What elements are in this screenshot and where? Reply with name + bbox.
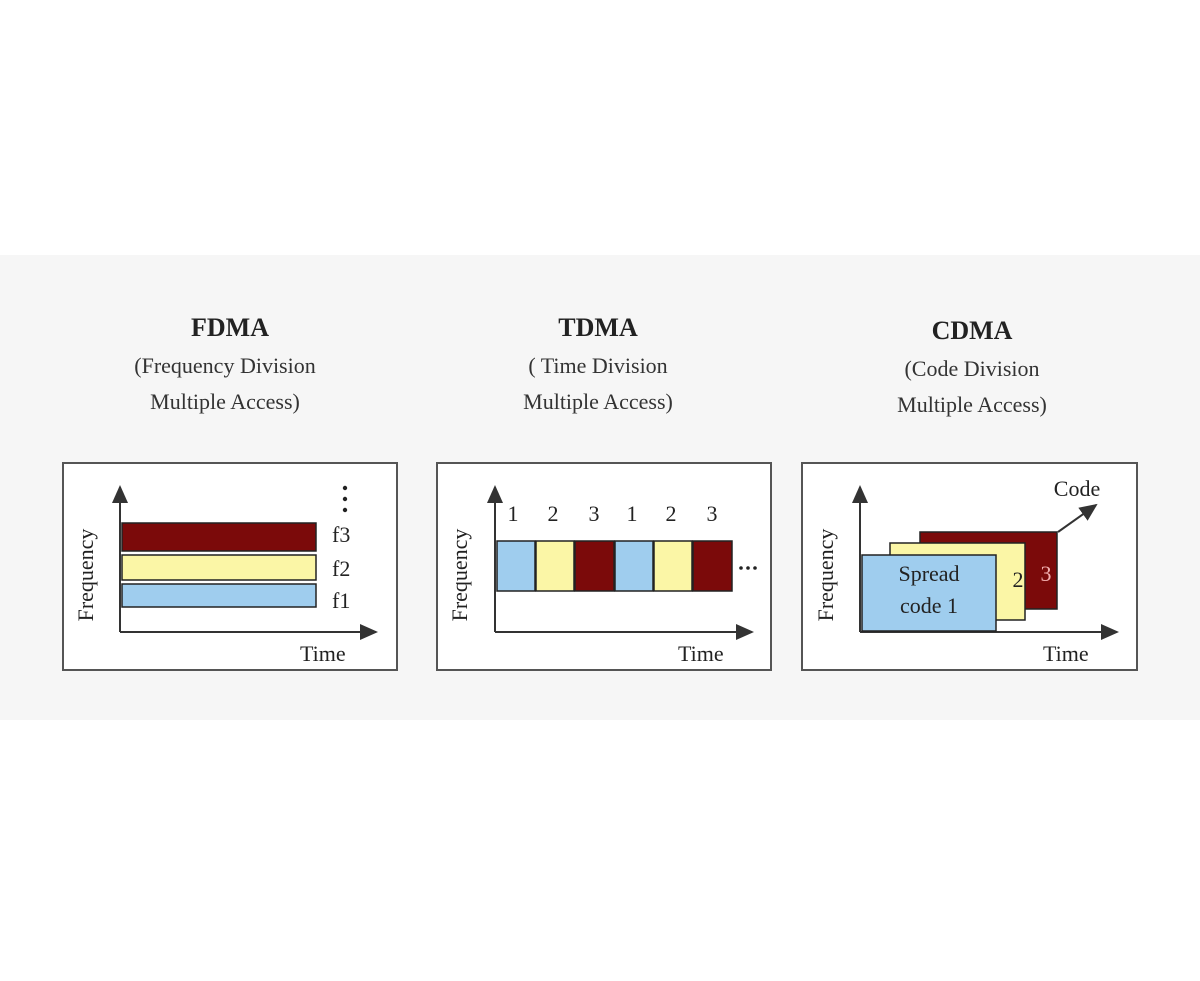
band-label: f2 [332, 556, 350, 581]
panel-title: FDMA [191, 313, 269, 342]
band-label: f1 [332, 588, 350, 613]
slot-label: 1 [508, 501, 519, 526]
z-axis-label: Code [1054, 476, 1100, 501]
panel-title: CDMA [932, 316, 1013, 345]
tdma-panel: TDMA ( Time Division Multiple Access) 1 … [436, 313, 772, 671]
slot [574, 540, 615, 592]
slot [692, 540, 733, 592]
code-label: 2 [1013, 567, 1024, 592]
slot-label: 3 [707, 501, 718, 526]
panel-subtitle: Multiple Access) [150, 389, 300, 414]
band [121, 583, 317, 608]
slot-label: 2 [548, 501, 559, 526]
band [121, 554, 317, 581]
band-label: f3 [332, 522, 350, 547]
z-axis [1057, 503, 1098, 533]
band [121, 522, 317, 552]
ellipsis [739, 566, 757, 570]
y-axis-label: Frequency [447, 529, 472, 622]
code-label: 3 [1041, 561, 1052, 586]
slot [535, 540, 575, 592]
panel-subtitle: Multiple Access) [523, 389, 673, 414]
cdma-panel: CDMA (Code Division Multiple Access) Spr… [801, 316, 1138, 671]
slot-label: 2 [666, 501, 677, 526]
x-axis-label: Time [300, 641, 346, 666]
slot [496, 540, 536, 592]
panel-title: TDMA [558, 313, 638, 342]
panel-subtitle: ( Time Division [528, 353, 667, 378]
ellipsis [342, 485, 348, 513]
slot [614, 540, 654, 592]
slot-label: 3 [589, 501, 600, 526]
panel-subtitle: Multiple Access) [897, 392, 1047, 417]
panel-subtitle: (Frequency Division [134, 353, 315, 378]
panel-subtitle: (Code Division [904, 356, 1039, 381]
x-axis-label: Time [678, 641, 724, 666]
y-axis-label: Frequency [813, 529, 838, 622]
code-label: Spread [898, 561, 959, 586]
slot-label: 1 [627, 501, 638, 526]
fdma-panel: FDMA (Frequency Division Multiple Access… [62, 313, 398, 671]
y-axis-label: Frequency [73, 529, 98, 622]
code-layer [861, 554, 997, 632]
slot [653, 540, 693, 592]
x-axis-label: Time [1043, 641, 1089, 666]
code-label: code 1 [900, 593, 958, 618]
